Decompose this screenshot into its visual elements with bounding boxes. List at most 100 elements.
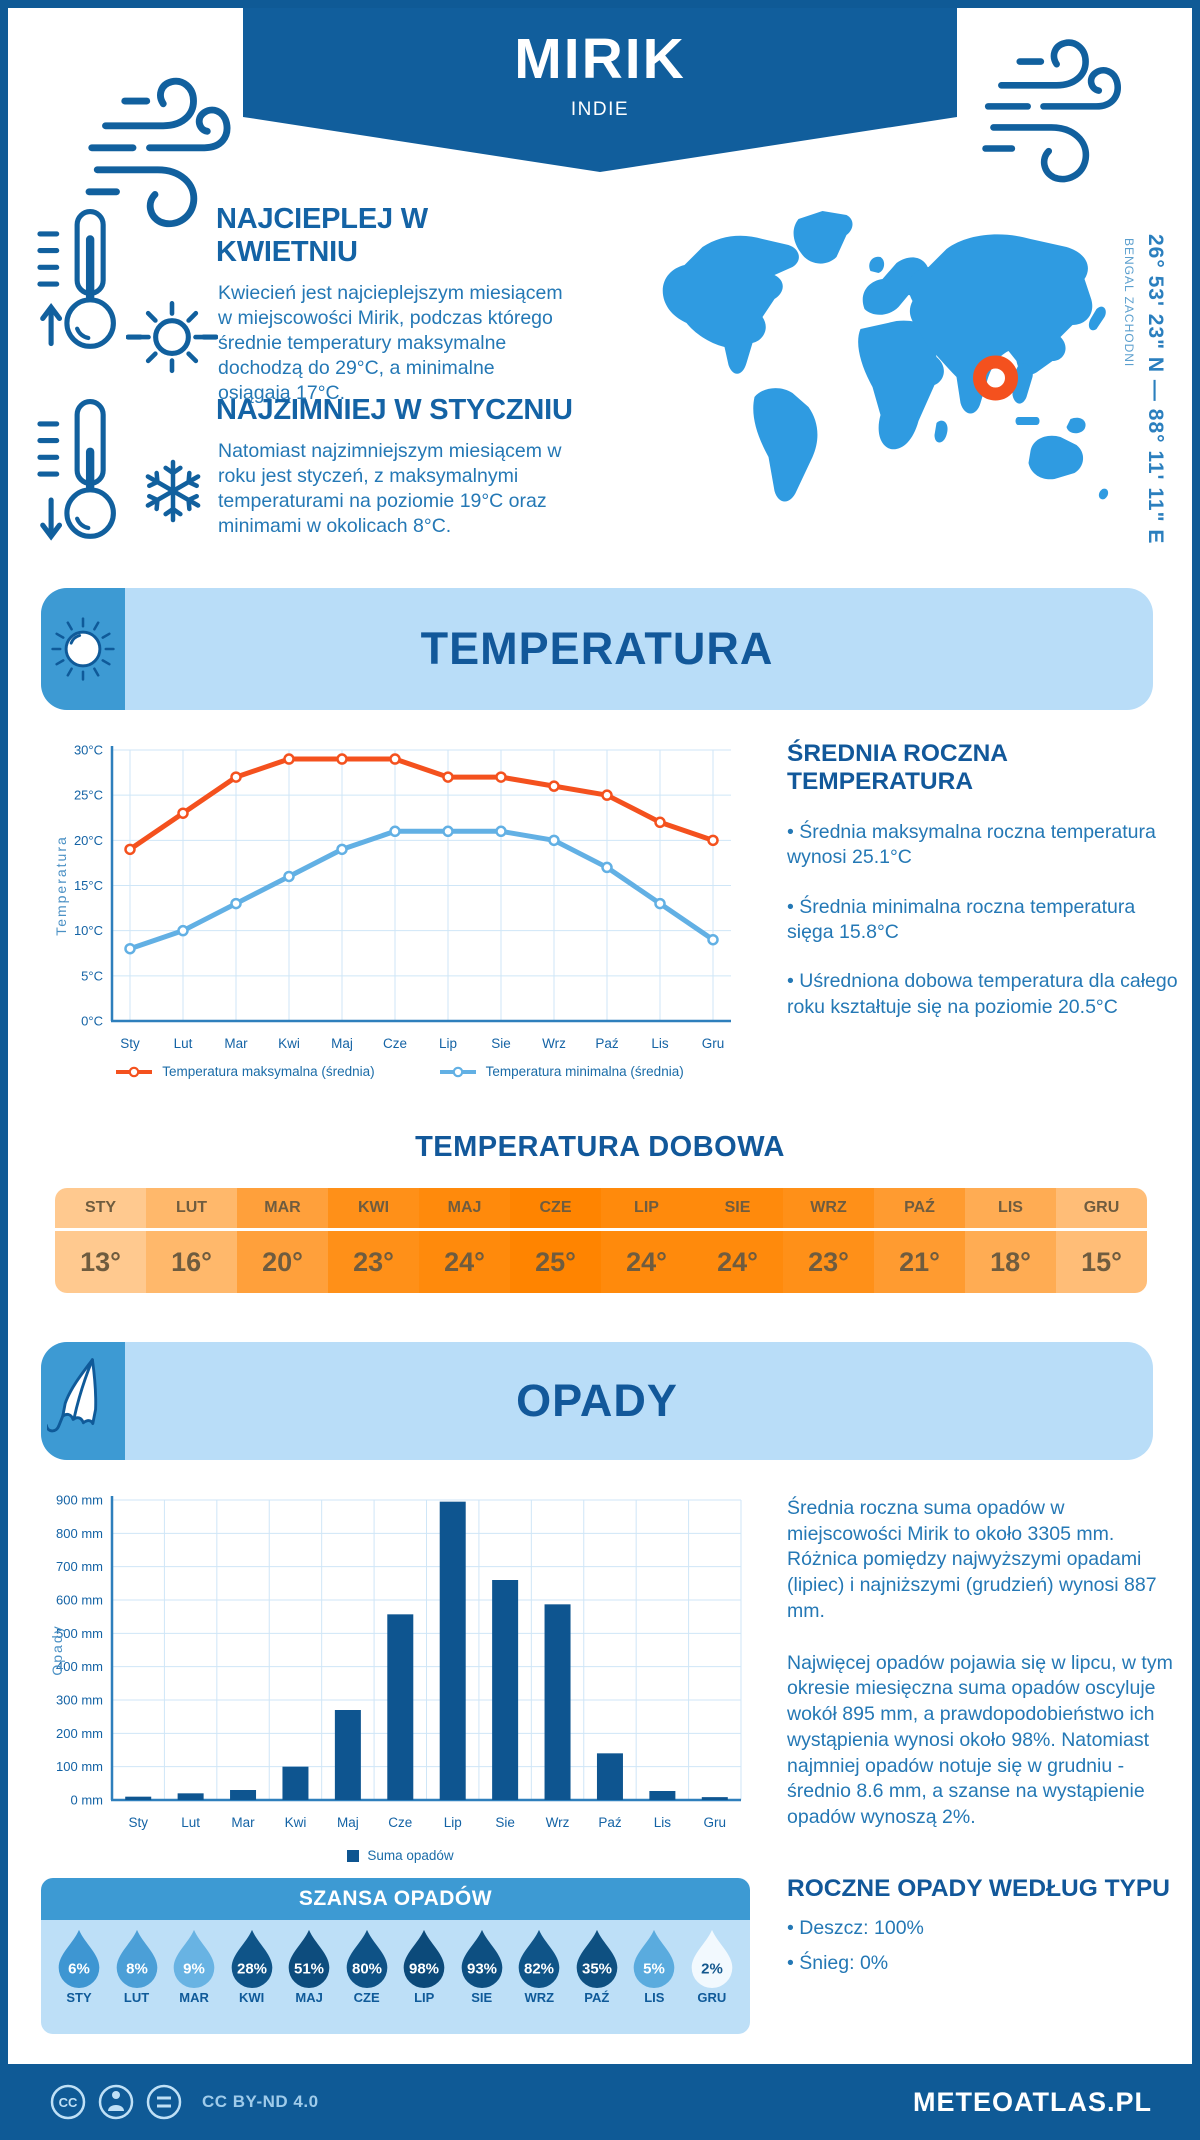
- svg-text:400 mm: 400 mm: [56, 1659, 103, 1674]
- svg-text:9%: 9%: [183, 1960, 205, 1977]
- precipitation-chance-panel: SZANSA OPADÓW 6% STY 8% LUT 9% MAR 28% KWI 51% MA…: [41, 1878, 750, 2034]
- wind-icon: [982, 39, 1121, 183]
- precipitation-section-header: OPADY: [41, 1342, 1153, 1460]
- daily-temp-month: STY: [55, 1188, 146, 1231]
- daily-temp-column: MAR 20°: [237, 1188, 328, 1293]
- svg-text:300 mm: 300 mm: [56, 1693, 103, 1708]
- chance-month-label: CZE: [353, 1990, 380, 2005]
- svg-text:0°C: 0°C: [81, 1014, 103, 1029]
- raindrop-icon: 6%: [58, 1929, 100, 1988]
- precipitation-paragraph-1: Średnia roczna suma opadów w miejscowośc…: [787, 1497, 1157, 1622]
- world-map: [662, 211, 1109, 502]
- daily-temperature-title: TEMPERATURA DOBOWA: [415, 1131, 785, 1163]
- chance-month-label: MAJ: [295, 1990, 323, 2005]
- legend-line-marker-icon: [439, 1066, 476, 1077]
- raindrop-icon: 93%: [461, 1929, 503, 1988]
- map-region: BENGAL ZACHODNI: [1122, 238, 1136, 368]
- svg-text:25°C: 25°C: [74, 788, 103, 803]
- chance-month-label: KWI: [238, 1990, 265, 2005]
- svg-text:Mar: Mar: [224, 1036, 248, 1051]
- daily-temp-month: KWI: [328, 1188, 419, 1231]
- chance-droplet: 98% LIP: [398, 1928, 450, 2034]
- daily-temp-value: 24°: [717, 1247, 758, 1277]
- warmest-text: Kwiecień jest najcieplejszym miesiącem w…: [218, 282, 563, 404]
- chance-droplet: 82% WRZ: [513, 1928, 565, 2034]
- svg-text:Sie: Sie: [491, 1036, 511, 1051]
- temperature-stats-heading: ŚREDNIA ROCZNA TEMPERATURA: [787, 740, 1008, 795]
- warmest-heading: NAJCIEPLEJ W KWIETNIU: [216, 203, 428, 268]
- chance-droplet: 93% SIE: [456, 1928, 508, 2034]
- daily-temp-value: 25°: [535, 1247, 576, 1277]
- precipitation-badge: [41, 1342, 125, 1460]
- svg-text:900 mm: 900 mm: [56, 1493, 103, 1508]
- legend-item: Temperatura minimalna (średnia): [439, 1064, 684, 1079]
- chance-month-label: STY: [66, 1990, 92, 2005]
- sun-icon: [126, 301, 218, 374]
- coldest-text: Natomiast najzimniejszym miesiącem w rok…: [218, 440, 562, 537]
- cc-glyph: CC: [59, 2095, 78, 2110]
- svg-text:100 mm: 100 mm: [56, 1759, 103, 1774]
- daily-temp-value: 24°: [444, 1247, 485, 1277]
- raindrop-icon: 5%: [633, 1929, 675, 1988]
- chance-droplets: 6% STY 8% LUT 9% MAR 28% KWI 51% MAJ 80% CZE 98% LIP 9…: [41, 1920, 750, 2034]
- daily-temp-value: 23°: [808, 1247, 849, 1277]
- daily-temp-column: STY 13°: [55, 1188, 146, 1293]
- chance-droplet: 2% GRU: [686, 1928, 738, 2034]
- daily-temp-month: LIS: [965, 1188, 1056, 1231]
- attribution-person-icon: [98, 2084, 134, 2120]
- svg-text:0 mm: 0 mm: [71, 1793, 104, 1808]
- svg-text:Kwi: Kwi: [278, 1036, 300, 1051]
- svg-text:Cze: Cze: [388, 1815, 412, 1830]
- chance-month-label: MAR: [179, 1990, 209, 2005]
- legend-square-icon: [347, 1849, 360, 1862]
- umbrella-icon: [47, 1358, 98, 1433]
- license-label: CC BY-ND 4.0: [202, 2092, 319, 2111]
- daily-temp-value: 20°: [262, 1247, 303, 1277]
- cc-circle-icon: [50, 2084, 86, 2120]
- svg-text:800 mm: 800 mm: [56, 1526, 103, 1541]
- svg-text:82%: 82%: [524, 1960, 554, 1977]
- svg-text:35%: 35%: [582, 1960, 612, 1977]
- location-country: INDIE: [570, 99, 630, 120]
- chance-droplet: 5% LIS: [628, 1928, 680, 2034]
- svg-text:93%: 93%: [467, 1960, 497, 1977]
- chance-month-label: WRZ: [524, 1990, 555, 2005]
- raindrop-icon: 80%: [346, 1929, 387, 1988]
- svg-text:200 mm: 200 mm: [56, 1726, 103, 1741]
- chance-droplet: 51% MAJ: [283, 1928, 335, 2034]
- precip-types-heading: ROCZNE OPADY WEDŁUG TYPU: [787, 1874, 1170, 1902]
- svg-text:Gru: Gru: [704, 1815, 727, 1830]
- svg-text:600 mm: 600 mm: [56, 1593, 103, 1608]
- precipitation-paragraph-2: Najwięcej opadów pojawia się w lipcu, w …: [787, 1651, 1173, 1829]
- precipitation-chart-legend: Suma opadów: [48, 1848, 753, 1863]
- svg-text:20°C: 20°C: [74, 833, 103, 848]
- svg-text:Maj: Maj: [331, 1036, 353, 1051]
- daily-temp-value: 15°: [1081, 1247, 1122, 1277]
- temperature-stats: ŚREDNIA ROCZNA TEMPERATURA • Średnia mak…: [787, 740, 1179, 1020]
- precip-type-list: • Deszcz: 100% • Śnieg: 0%: [787, 1917, 1179, 1975]
- svg-text:Lut: Lut: [174, 1036, 193, 1051]
- svg-text:5°C: 5°C: [81, 968, 103, 983]
- daily-temp-month: PAŹ: [874, 1188, 965, 1231]
- temperature-badge: [41, 588, 125, 710]
- svg-text:Paź: Paź: [595, 1036, 619, 1051]
- daily-temperature-table: STY 13° LUT 16° MAR 20° KWI 23° MAJ 24° CZE 25° LIP 2…: [55, 1188, 1147, 1293]
- bullet-item: • Śnieg: 0%: [787, 1951, 889, 1974]
- snowflake-icon: [145, 459, 201, 523]
- svg-text:Opady: Opady: [49, 1624, 65, 1675]
- svg-text:28%: 28%: [237, 1960, 267, 1977]
- svg-text:Kwi: Kwi: [285, 1815, 307, 1830]
- bullet-item: • Deszcz: 100%: [787, 1916, 924, 1939]
- chance-title: SZANSA OPADÓW: [41, 1878, 750, 1920]
- svg-text:51%: 51%: [294, 1960, 324, 1977]
- bullet-item: • Średnia maksymalna roczna temperatura …: [787, 821, 1156, 869]
- daily-temp-value: 24°: [626, 1247, 667, 1277]
- daily-temp-column: LIP 24°: [601, 1188, 692, 1293]
- svg-text:Wrz: Wrz: [546, 1815, 570, 1830]
- precipitation-text: Średnia roczna suma opadów w miejscowośc…: [787, 1496, 1179, 1975]
- daily-temp-value: 21°: [899, 1247, 940, 1277]
- bullet-item: • Uśredniona dobowa temperatura dla całe…: [787, 970, 1178, 1018]
- svg-text:Mar: Mar: [231, 1815, 255, 1830]
- svg-text:Sie: Sie: [495, 1815, 515, 1830]
- continents: [662, 211, 1109, 502]
